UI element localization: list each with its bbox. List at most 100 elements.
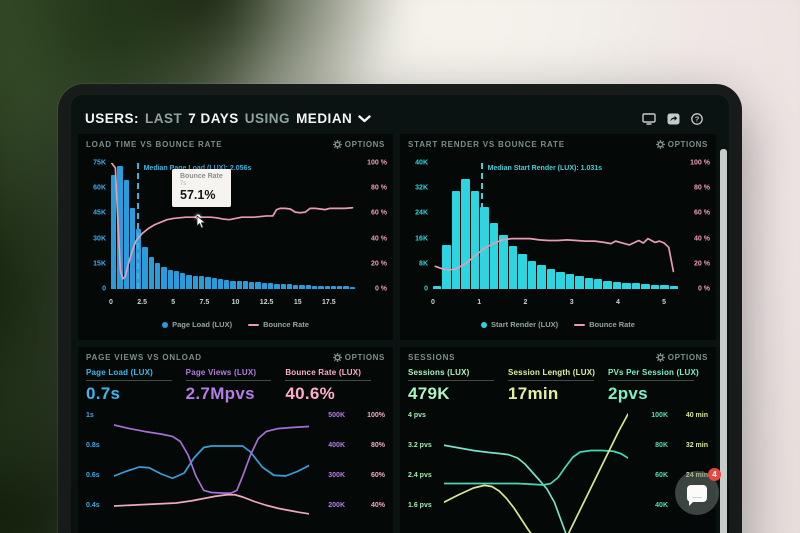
metric-label: Page Views (LUX) — [185, 368, 272, 381]
bar — [461, 178, 470, 289]
bar — [286, 284, 293, 289]
panel-title: PAGE VIEWS VS ONLOAD — [86, 353, 202, 362]
bar — [136, 228, 142, 289]
median-line — [480, 163, 483, 289]
y-axis-label: 15K — [93, 260, 106, 268]
panel-head-start-render: START RENDER VS BOUNCE RATE OPTIONS — [400, 134, 716, 151]
legend-item[interactable]: Page Load (LUX) — [162, 320, 232, 329]
start-render-chart[interactable]: 40K 32K 24K 16K 8K 0 100 % 80 % 60 % 40 % 20 % 0 % M… — [406, 151, 710, 331]
svg-text:?: ? — [695, 114, 700, 123]
y-axis-label: 80 % — [694, 184, 710, 192]
axis-label: 500K — [328, 412, 345, 419]
axis-label: 0.6s — [86, 472, 100, 479]
metric-label: Session Length (LUX) — [507, 368, 595, 381]
sessions-chart[interactable]: 4 pvs 3.2 pvs 2.4 pvs 1.6 pvs 100K 80K 60K 40K 4… — [406, 406, 710, 533]
bar — [198, 276, 205, 289]
y-axis-label: 0 — [424, 285, 428, 293]
axis-label: 60% — [370, 472, 385, 479]
options-label: OPTIONS — [344, 353, 385, 362]
y-axis-label: 0 % — [697, 285, 710, 293]
load-time-chart[interactable]: 75K 60K 45K 30K 15K 0 100 % 80 % 60 % 40 % 20 % 0 %… — [84, 151, 387, 331]
options-button[interactable]: OPTIONS — [332, 140, 385, 149]
scrollbar[interactable] — [720, 149, 727, 533]
x-tick: 0 — [109, 299, 113, 306]
axis-left: 4 pvs 3.2 pvs 2.4 pvs 1.6 pvs — [408, 406, 438, 533]
metric-value: 479K — [408, 384, 450, 403]
dashboard-header: USERS: LAST 7 DAYS USING MEDIAN ? — [71, 95, 729, 134]
metric-value: 17min — [507, 384, 559, 403]
x-tick: 3 — [569, 299, 574, 306]
bar — [546, 268, 556, 289]
bounce-rate-line — [433, 163, 678, 289]
bar — [575, 275, 584, 289]
options-button[interactable]: OPTIONS — [655, 140, 708, 149]
axis-label: 300K — [328, 472, 345, 479]
bar — [217, 278, 224, 289]
bar — [236, 280, 242, 289]
axis-right-1: 100K 80K 60K 40K — [636, 406, 668, 533]
bar — [556, 271, 565, 289]
histogram-bars — [111, 163, 355, 289]
help-icon[interactable]: ? — [689, 112, 705, 126]
chat-button[interactable]: 4 — [675, 468, 721, 515]
legend-item[interactable]: Bounce Rate — [574, 320, 635, 329]
x-tick: 10 — [231, 299, 240, 306]
bar — [631, 283, 641, 289]
axis-label: 80% — [370, 442, 385, 449]
options-button[interactable]: OPTIONS — [332, 353, 385, 362]
x-tick: 0 — [431, 299, 435, 306]
legend-line — [248, 323, 260, 326]
y-axis-label: 60K — [93, 184, 106, 192]
legend-item[interactable]: Start Render (LUX) — [481, 320, 558, 329]
axis-left: 1s 0.8s 0.6s 0.4s — [86, 406, 116, 533]
x-tick: 4 — [615, 299, 620, 306]
legend-label: Start Render (LUX) — [491, 320, 559, 329]
legend-dot — [481, 321, 488, 328]
bar — [349, 286, 355, 289]
metric-value: 2.7Mpvs — [185, 384, 255, 403]
bar — [255, 282, 261, 289]
bar — [330, 286, 337, 289]
y-axis-label: 60 % — [694, 209, 710, 217]
metric-label: PVs Per Session (LUX) — [607, 368, 699, 381]
bar — [211, 278, 217, 289]
bar — [324, 285, 330, 289]
page-views-chart[interactable]: 1s 0.8s 0.6s 0.4s 500K 400K 300K 200K 100% 80% 60%… — [84, 406, 387, 533]
bar — [180, 273, 186, 289]
y-axis-label: 24K — [415, 209, 428, 217]
users-range-dropdown[interactable]: USERS: LAST 7 DAYS USING MEDIAN — [85, 111, 372, 126]
bar — [527, 260, 537, 289]
plot-area[interactable]: Median Start Render (LUX): 1.031s — [433, 163, 679, 289]
bar — [641, 283, 650, 289]
bar — [603, 280, 612, 289]
y-axis-label: 30K — [93, 235, 106, 243]
trend-lines — [444, 406, 628, 533]
x-axis: 0 1 2 3 4 5 — [431, 299, 678, 309]
options-label: OPTIONS — [667, 353, 708, 362]
monitor-icon[interactable] — [641, 112, 657, 126]
bar — [242, 281, 249, 289]
axis-label: 4 pvs — [408, 412, 426, 419]
panel-grid: LOAD TIME VS BOUNCE RATE OPTIONS 75K 60K 4… — [71, 134, 729, 533]
options-label: OPTIONS — [667, 140, 708, 149]
bar — [470, 191, 480, 289]
bar — [173, 271, 180, 289]
legend-label: Bounce Rate — [589, 320, 635, 329]
options-button[interactable]: OPTIONS — [655, 353, 708, 362]
metric: Page Load (LUX) 0.7s — [86, 368, 186, 404]
bar — [489, 222, 499, 289]
y-axis-label: 100 % — [690, 159, 710, 167]
y-axis-label: 0 % — [374, 285, 387, 293]
legend-item[interactable]: Bounce Rate — [248, 320, 309, 329]
share-icon[interactable] — [665, 112, 681, 126]
chat-unread-badge: 4 — [708, 468, 721, 481]
bar — [433, 285, 442, 289]
panel-head-page-views: PAGE VIEWS VS ONLOAD OPTIONS — [78, 347, 393, 364]
x-tick: 1 — [477, 299, 482, 306]
gear-icon — [655, 140, 665, 149]
y-axis-left: 75K 60K 45K 30K 15K 0 — [84, 160, 108, 293]
metric: Bounce Rate (LUX) 40.6% — [285, 368, 385, 404]
axis-label: 80K — [655, 442, 668, 449]
legend: Start Render (LUX) Bounce Rate — [406, 320, 710, 329]
